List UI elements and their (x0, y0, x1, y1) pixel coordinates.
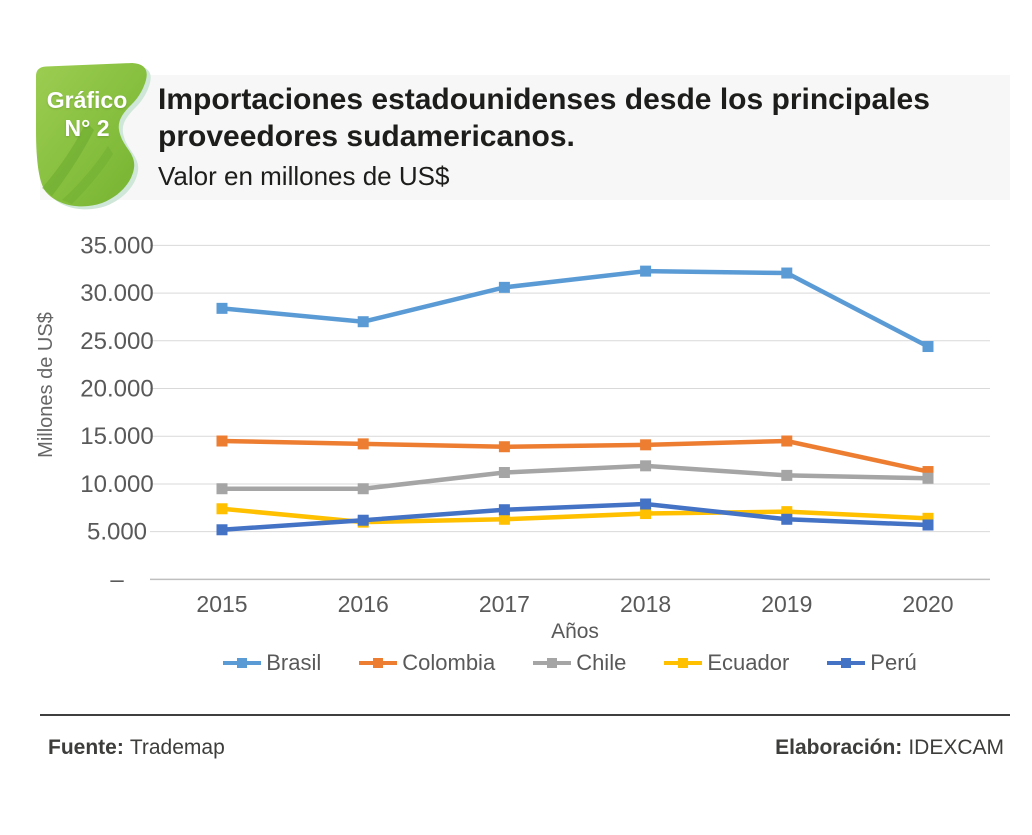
data-point-marker (216, 435, 228, 447)
series-line-per (221, 501, 929, 533)
data-point-marker (781, 267, 793, 279)
data-point-marker (357, 316, 369, 328)
y-tick-label: 35.000 (80, 232, 153, 259)
data-point-marker (498, 467, 510, 479)
x-tick-label-2020: 2020 (902, 591, 953, 617)
legend-label: Brasil (266, 650, 322, 675)
series-chile (216, 460, 934, 495)
x-tick-label-2018: 2018 (620, 591, 671, 617)
elaboration-note: Elaboración: IDEXCAM (775, 736, 1004, 760)
data-point-marker (357, 438, 369, 450)
data-point-marker (640, 460, 652, 472)
series-brasil (216, 265, 934, 353)
data-point-marker (640, 508, 652, 520)
source-value: Trademap (129, 736, 225, 759)
chart-number-badge: Gráfico N° 2 (28, 60, 158, 212)
legend-marker-icon (223, 658, 262, 668)
data-point-marker (922, 341, 934, 353)
y-tick-label: 25.000 (80, 328, 153, 355)
data-point-marker (781, 506, 793, 518)
legend-item-brasil: Brasil (223, 650, 321, 676)
y-tick-label: 15.000 (80, 423, 153, 450)
y-tick-label: – (110, 566, 124, 593)
data-point-marker (922, 466, 934, 478)
legend-label: Colombia (402, 650, 496, 675)
footer-divider (40, 714, 1010, 716)
legend-marker-icon (664, 658, 703, 668)
source-note: Fuente: Trademap (48, 736, 225, 760)
series-per (216, 498, 934, 536)
page-title-line2: proveedores sudamericanos. (158, 120, 575, 153)
data-point-marker (216, 503, 228, 515)
data-point-marker (922, 519, 934, 531)
legend-item-chile: Chile (533, 650, 626, 676)
legend-marker-icon (827, 658, 866, 668)
legend-label: Ecuador (707, 650, 790, 675)
footer: Fuente: Trademap Elaboración: IDEXCAM (48, 736, 1004, 760)
legend-label: Perú (870, 650, 917, 675)
badge-leaf-shape (36, 63, 151, 210)
x-tick-label-2015: 2015 (196, 591, 247, 617)
legend-item-colombia: Colombia (359, 650, 495, 676)
chart-legend: Brasil Colombia Chile Ecuador Perú (150, 650, 990, 676)
legend-item-per: Perú (827, 650, 917, 676)
badge-text: Gráfico N° 2 (28, 86, 146, 142)
data-point-marker (640, 265, 652, 277)
data-point-marker (357, 483, 369, 495)
header-band (40, 75, 1010, 200)
x-tick-label-2017: 2017 (479, 591, 530, 617)
x-axis-title: Años (551, 620, 599, 643)
series-line-brasil (221, 268, 930, 349)
y-axis-title: Millones de US$ (35, 312, 57, 458)
page-title-line1: Importaciones estadounidenses desde los … (158, 83, 930, 116)
data-point-marker (498, 441, 510, 453)
data-point-marker (498, 504, 510, 516)
y-tick-label: 20.000 (80, 376, 153, 403)
series-line-colombia (221, 438, 929, 474)
data-point-marker (357, 514, 369, 526)
elaboration-value: IDEXCAM (908, 736, 1004, 759)
badge-streak-icon (42, 122, 94, 196)
page-subtitle: Valor en millones de US$ (158, 161, 450, 191)
title-block: Importaciones estadounidenses desde los … (158, 81, 1018, 192)
data-point-marker (922, 512, 934, 524)
data-point-marker (781, 469, 793, 481)
data-point-marker (781, 513, 793, 525)
legend-marker-icon (533, 658, 572, 668)
legend-item-ecuador: Ecuador (664, 650, 789, 676)
data-point-marker (781, 435, 793, 447)
data-point-marker (216, 302, 228, 314)
data-point-marker (640, 498, 652, 510)
badge-line1: Gráfico (46, 87, 128, 113)
data-point-marker (216, 483, 228, 495)
x-tick-label-2019: 2019 (761, 591, 812, 617)
source-label: Fuente: (48, 736, 124, 759)
series-line-chile (222, 463, 929, 491)
badge-leaf-fill (36, 63, 147, 207)
y-tick-label: 30.000 (80, 280, 153, 307)
legend-label: Chile (576, 650, 627, 675)
data-point-marker (498, 281, 510, 293)
gridlines: – 5.000 10.000 15.000 20.000 25.000 30.000 35.0… (80, 232, 990, 593)
y-tick-label: 5.000 (87, 519, 147, 546)
legend-marker-icon (359, 658, 398, 668)
data-point-marker (640, 439, 652, 451)
badge-streak-icon (62, 146, 113, 204)
data-point-marker (216, 524, 228, 536)
elaboration-label: Elaboración: (775, 736, 903, 759)
data-point-marker (922, 472, 934, 484)
y-tick-label: 10.000 (80, 471, 153, 498)
x-tick-label-2016: 2016 (338, 591, 389, 617)
series-colombia (216, 435, 934, 478)
badge-line2: N° 2 (64, 115, 110, 141)
data-point-marker (498, 513, 510, 525)
